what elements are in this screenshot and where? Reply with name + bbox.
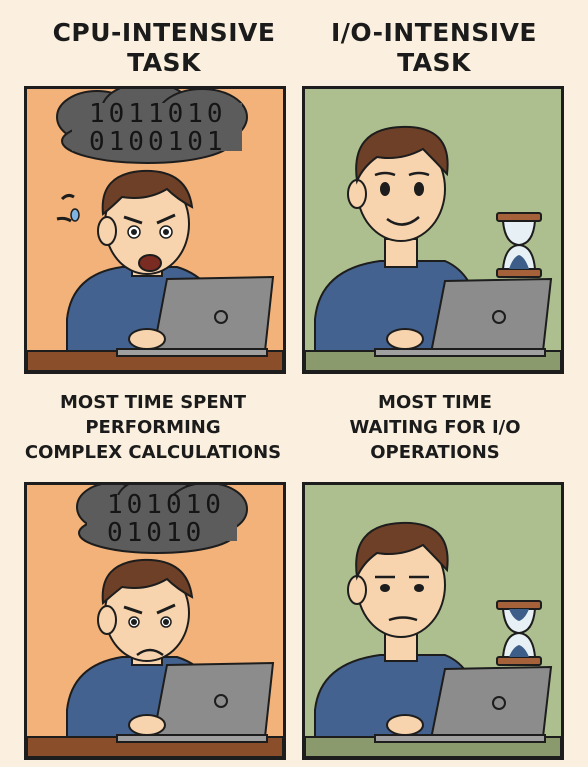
io-heading-line1: I/O-INTENSIVE [330,18,538,47]
binary-text-line2: 01010 [107,518,205,548]
binary-text-line1: 101010 [107,490,225,520]
io-panel-bottom [302,482,564,760]
laptop-icon [374,665,553,743]
laptop-icon [116,661,275,743]
cpu-caption-line3: COMPLEX CALCULATIONS [24,442,282,463]
sweat-drops-icon [56,193,80,223]
cpu-panel-bottom: 101010 01010 [24,482,286,760]
io-heading-line2: TASK [397,48,471,77]
hourglass-icon [496,600,542,666]
io-caption-line3: OPERATIONS [370,442,500,463]
hourglass-icon [496,212,542,278]
io-caption-line2: WAITING FOR I/O [349,417,521,438]
cpu-caption-line1: MOST TIME SPENT [60,392,246,413]
binary-text-line1: 1011010 [89,99,227,129]
laptop-icon [116,275,275,357]
io-caption-line1: MOST TIME [378,392,492,413]
cpu-caption: MOST TIME SPENT PERFORMING COMPLEX CALCU… [8,390,298,465]
cpu-caption-line2: PERFORMING [85,417,221,438]
cpu-heading: CPU-INTENSIVE TASK [29,18,299,78]
io-caption: MOST TIME WAITING FOR I/O OPERATIONS [290,390,580,465]
laptop-icon [374,277,553,357]
cpu-heading-line2: TASK [127,48,201,77]
thought-cloud [56,89,248,164]
io-panel-top [302,86,564,374]
binary-text-line2: 0100101 [89,127,227,157]
io-heading: I/O-INTENSIVE TASK [299,18,569,78]
thought-cloud [76,485,248,554]
cpu-panel-top: 1011010 0100101 [24,86,286,374]
cpu-heading-line1: CPU-INTENSIVE [52,18,276,47]
